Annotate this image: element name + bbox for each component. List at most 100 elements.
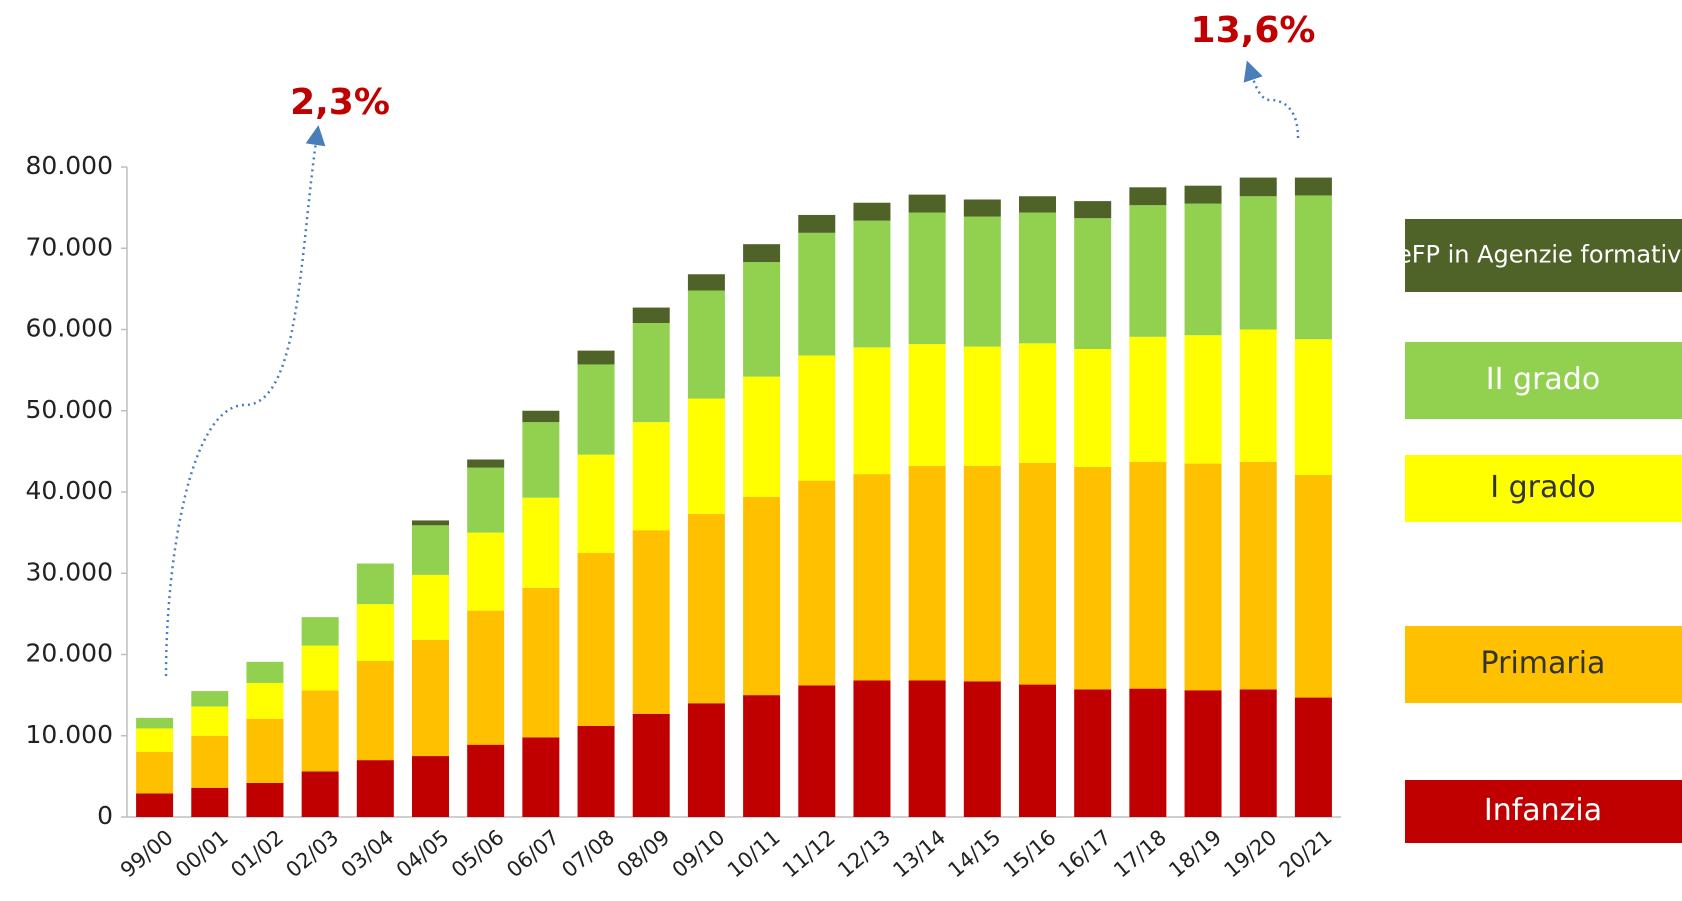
bar-segment xyxy=(908,194,946,213)
bar-segment xyxy=(853,202,891,221)
bar-segment xyxy=(963,216,1001,347)
y-tick-label: 0 xyxy=(97,801,113,830)
bar-segment xyxy=(632,713,670,817)
bar-segment xyxy=(1019,196,1056,213)
bar-segment xyxy=(908,344,946,466)
legend-swatch xyxy=(1405,455,1682,522)
bar-segment xyxy=(356,604,394,661)
bar-segment xyxy=(1074,689,1112,817)
bar-segment xyxy=(136,793,174,817)
bar-segment xyxy=(467,459,505,468)
bar-segment xyxy=(687,703,725,817)
bar-segment xyxy=(412,756,449,817)
y-tick-label: 50.000 xyxy=(26,395,113,424)
bar-segment xyxy=(522,410,560,423)
bar-segment xyxy=(577,350,615,365)
bar-segment xyxy=(577,364,615,455)
bar-segment xyxy=(577,552,615,726)
bar-segment xyxy=(301,645,339,691)
y-tick-label: 10.000 xyxy=(26,720,113,749)
bar-segment xyxy=(853,474,891,681)
bar-segment xyxy=(1294,474,1332,698)
bar-segment xyxy=(246,782,284,817)
x-tick-label: 10/11 xyxy=(723,825,785,882)
bar-segment xyxy=(467,744,505,817)
x-tick-label: 02/03 xyxy=(281,825,343,882)
y-tick-label: 40.000 xyxy=(26,476,113,505)
bar-segment xyxy=(1129,336,1167,462)
bar-segment xyxy=(356,563,394,605)
bar-segment xyxy=(908,466,946,681)
bar-segment xyxy=(1184,203,1222,336)
x-tick-label: 07/08 xyxy=(557,825,619,882)
bar-segment xyxy=(136,752,174,794)
x-tick-label: 00/01 xyxy=(171,825,233,882)
bar-segment xyxy=(1184,690,1222,817)
bar-segment xyxy=(687,513,725,704)
bar-segment xyxy=(1019,343,1056,463)
x-tick-label: 08/09 xyxy=(613,825,675,882)
bar-segment xyxy=(1239,196,1277,330)
bar-segment xyxy=(963,199,1001,217)
bar-segment xyxy=(1294,339,1332,475)
bar-segment xyxy=(191,691,229,707)
bar-segment xyxy=(1019,212,1056,344)
bar-segment xyxy=(1184,463,1222,691)
bar-segment xyxy=(908,680,946,817)
bar-segment xyxy=(301,771,339,817)
x-tick-label: 16/17 xyxy=(1054,825,1116,882)
y-tick-label: 30.000 xyxy=(26,557,113,586)
bar-segment xyxy=(246,718,284,783)
y-tick-label: 70.000 xyxy=(26,232,113,261)
bar-segment xyxy=(798,355,836,481)
x-tick-label: 01/02 xyxy=(226,825,288,882)
bar-segment xyxy=(798,214,836,233)
bar-segment xyxy=(522,737,560,817)
bar-segment xyxy=(1239,177,1277,197)
bar-segment xyxy=(963,346,1001,466)
legend-swatch xyxy=(1405,626,1682,703)
bar-segment xyxy=(1129,205,1167,337)
x-tick-label: 20/21 xyxy=(1275,825,1337,882)
x-tick-label: 09/10 xyxy=(668,825,730,882)
annotation: 2,3% xyxy=(290,82,390,123)
bar-segment xyxy=(1239,461,1277,690)
bar-segment xyxy=(522,497,560,588)
bar-segment xyxy=(1129,187,1167,206)
bar-segment xyxy=(908,212,946,345)
bar-segment xyxy=(798,685,836,817)
legend-label: I grado xyxy=(1490,470,1596,505)
bar-segment xyxy=(1019,462,1056,685)
bar-segment xyxy=(412,639,449,757)
bar-segment xyxy=(1294,177,1332,196)
bar-segment xyxy=(632,530,670,714)
y-tick-label: 80.000 xyxy=(26,151,113,180)
bar-segment xyxy=(853,347,891,475)
x-tick-label: 13/14 xyxy=(888,825,950,882)
x-tick-label: 03/04 xyxy=(337,825,399,882)
bar-segment xyxy=(1129,688,1167,817)
bar-segment xyxy=(191,706,229,736)
y-tick-label: 20.000 xyxy=(26,639,113,668)
bar-segment xyxy=(412,520,449,526)
bar-segment xyxy=(1019,684,1056,817)
bar-segment xyxy=(853,680,891,817)
x-tick-label: 04/05 xyxy=(392,825,454,882)
bar-segment xyxy=(963,466,1001,682)
legend-swatch xyxy=(1405,780,1682,843)
bar-segment xyxy=(467,532,505,611)
legend-label: Infanzia xyxy=(1484,793,1602,828)
bar-segment xyxy=(743,244,781,263)
bar-segment xyxy=(356,661,394,761)
bar-segment xyxy=(1294,697,1332,817)
bar-segment xyxy=(191,735,229,788)
bar-segment xyxy=(632,422,670,531)
bar-segment xyxy=(577,726,615,817)
bar-segment xyxy=(853,220,891,348)
bar-segment xyxy=(1184,185,1222,204)
bar-segment xyxy=(412,525,449,575)
bar-segment xyxy=(1184,335,1222,464)
bar-segment xyxy=(743,496,781,696)
bar-segment xyxy=(1239,329,1277,462)
